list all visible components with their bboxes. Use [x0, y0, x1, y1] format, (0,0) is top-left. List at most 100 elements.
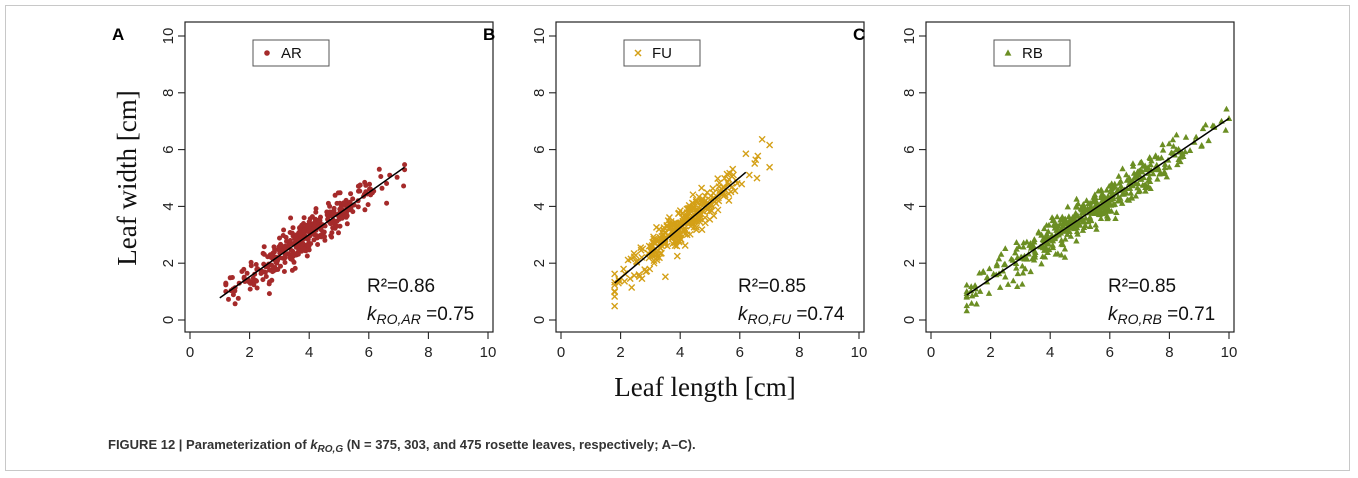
data-point — [261, 269, 266, 275]
data-point — [1154, 164, 1161, 171]
data-point — [655, 254, 663, 262]
data-point — [1145, 183, 1152, 189]
data-point — [1029, 244, 1036, 251]
data-point — [1147, 161, 1154, 168]
data-point — [1098, 186, 1105, 193]
data-point — [725, 175, 733, 183]
data-point — [976, 288, 984, 294]
data-point — [304, 222, 309, 228]
data-point — [752, 156, 760, 164]
data-point — [1098, 204, 1106, 211]
data-point — [742, 150, 750, 158]
regression-line — [966, 117, 1230, 296]
legend: AR — [252, 39, 330, 67]
panel-label: A — [112, 25, 124, 44]
y-tick-label: 10 — [901, 28, 918, 45]
data-point — [1138, 158, 1145, 165]
data-point — [244, 270, 250, 276]
data-point — [1138, 168, 1146, 175]
data-point — [766, 141, 774, 149]
data-point — [1180, 153, 1187, 160]
data-point — [1051, 235, 1059, 242]
data-point — [1039, 242, 1046, 248]
data-point — [995, 255, 1003, 262]
data-point — [337, 223, 343, 229]
data-point — [1115, 172, 1122, 179]
data-point — [1064, 203, 1071, 210]
plot-frame — [184, 21, 494, 333]
data-point — [690, 223, 698, 231]
x-tick-label: 8 — [424, 344, 432, 361]
data-point — [337, 190, 343, 196]
data-point — [1052, 250, 1059, 257]
data-point — [241, 274, 247, 280]
x-axis-title: Leaf length [cm] — [614, 372, 795, 402]
data-point — [328, 221, 333, 227]
data-point — [1021, 255, 1028, 262]
data-point — [338, 215, 344, 221]
data-point — [642, 268, 650, 276]
data-point — [671, 242, 679, 250]
data-point — [1148, 157, 1155, 164]
data-point — [337, 206, 343, 212]
x-tick-label: 0 — [186, 344, 194, 361]
data-point — [261, 244, 267, 250]
data-point — [993, 260, 1001, 267]
data-point — [1012, 260, 1020, 266]
data-point — [1134, 184, 1141, 191]
data-point — [321, 233, 327, 239]
data-point — [1159, 146, 1167, 153]
data-point — [1031, 253, 1039, 260]
data-point — [719, 190, 727, 198]
data-point — [1170, 142, 1177, 149]
data-point — [1175, 156, 1182, 162]
data-point — [282, 260, 288, 265]
data-point — [235, 295, 241, 301]
data-point — [753, 174, 761, 182]
data-point — [1133, 173, 1141, 180]
data-point — [278, 263, 283, 269]
data-point — [671, 230, 679, 238]
data-point — [241, 266, 247, 272]
data-point — [1087, 203, 1094, 209]
data-point — [1048, 214, 1056, 221]
x-tick-label: 8 — [795, 344, 803, 361]
regression-line — [219, 166, 405, 299]
x-tick-label: 4 — [676, 344, 684, 361]
data-point — [300, 241, 306, 247]
data-point — [1136, 187, 1143, 194]
k-value-label: kRO,AR =0.75 — [367, 304, 474, 327]
data-point — [972, 291, 980, 297]
data-point — [1101, 208, 1109, 215]
data-point — [280, 255, 286, 261]
data-point — [1202, 121, 1209, 128]
data-point — [376, 166, 382, 172]
data-point — [745, 171, 753, 179]
data-point — [1073, 195, 1080, 202]
data-point — [1111, 180, 1118, 187]
data-point — [701, 214, 709, 222]
data-point — [1119, 191, 1126, 197]
data-point — [661, 238, 669, 246]
data-point — [1205, 137, 1212, 144]
data-point — [1072, 203, 1080, 210]
data-point — [635, 273, 643, 281]
data-point — [247, 286, 253, 292]
data-point — [715, 183, 723, 191]
regression-line — [614, 171, 747, 284]
x-tick-label: 2 — [616, 344, 624, 361]
data-point — [1041, 225, 1048, 232]
data-point — [384, 181, 390, 186]
data-point — [1001, 260, 1009, 267]
data-point — [1092, 221, 1099, 228]
data-point — [963, 281, 970, 288]
data-point — [1038, 260, 1045, 267]
data-point — [985, 290, 993, 296]
data-point — [611, 270, 619, 278]
data-point — [695, 193, 703, 201]
data-point — [1182, 133, 1190, 140]
data-point — [1132, 180, 1140, 187]
data-point — [1105, 182, 1113, 189]
data-point — [1043, 239, 1050, 246]
data-point — [1134, 168, 1141, 175]
